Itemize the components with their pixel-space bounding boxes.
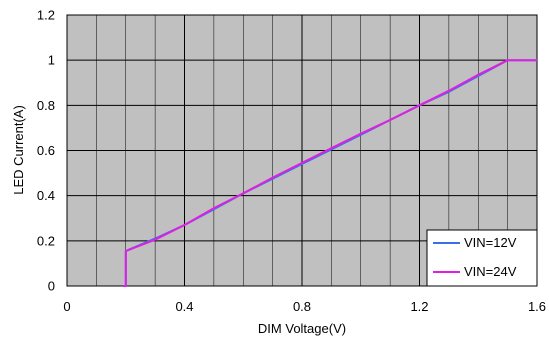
y-tick-label: 1.2 xyxy=(37,8,55,23)
legend-label-vin-24v: VIN=24V xyxy=(464,264,517,279)
x-tick-label: 0 xyxy=(63,299,70,314)
series-line-vin-24v xyxy=(122,59,537,287)
x-tick-labels: 0 0.4 0.8 1.2 1.6 xyxy=(63,299,546,314)
x-tick-label: 1.6 xyxy=(528,299,546,314)
y-axis-label: LED Current(A) xyxy=(11,105,26,195)
y-tick-label: 0.8 xyxy=(37,98,55,113)
x-axis-label: DIM Voltage(V) xyxy=(258,321,346,336)
series-layer xyxy=(122,59,537,287)
legend: VIN=12V VIN=24V xyxy=(426,229,538,287)
y-tick-label: 0.2 xyxy=(37,233,55,248)
y-tick-labels: 0 0.2 0.4 0.6 0.8 1 1.2 xyxy=(37,8,55,294)
x-tick-label: 0.4 xyxy=(175,299,193,314)
x-tick-label: 0.8 xyxy=(293,299,311,314)
plot-border xyxy=(66,14,538,287)
legend-label-vin-12v: VIN=12V xyxy=(464,235,517,250)
y-tick-label: 0 xyxy=(48,279,55,294)
legend-box xyxy=(426,229,538,287)
y-tick-label: 0.4 xyxy=(37,188,55,203)
y-tick-label: 1 xyxy=(48,53,55,68)
x-tick-label: 1.2 xyxy=(410,299,428,314)
y-tick-label: 0.6 xyxy=(37,143,55,158)
